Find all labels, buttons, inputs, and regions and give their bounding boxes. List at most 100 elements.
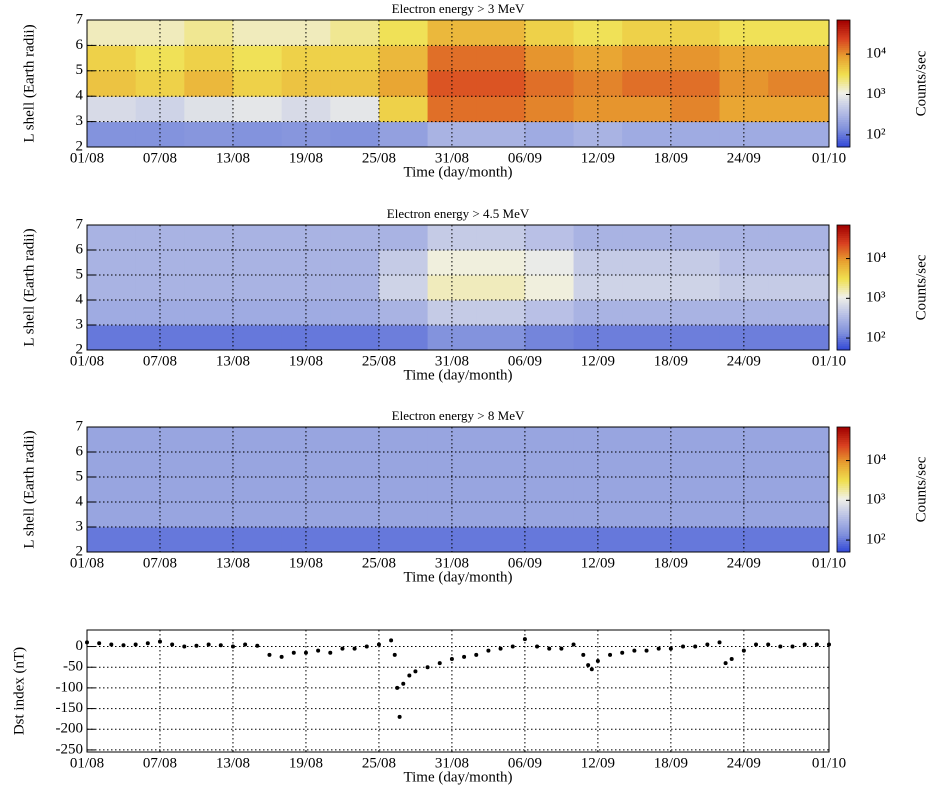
heatmap-cell: [427, 275, 477, 301]
heatmap-cell: [427, 45, 477, 72]
heatmap-cell: [232, 300, 283, 326]
data-point: [547, 646, 552, 651]
colorbar-tick-label: 10²: [866, 329, 886, 345]
colorbar-tick-label: 10⁴: [866, 452, 886, 468]
colorbar-step: [837, 510, 850, 513]
colorbar-step: [837, 287, 850, 291]
colorbar-step: [837, 508, 850, 511]
x-tick-label: 19/08: [289, 755, 323, 771]
heatmap-cell: [622, 477, 672, 503]
heatmap-cell: [719, 45, 769, 72]
x-tick-label: 01/08: [70, 150, 104, 166]
heatmap-cell: [330, 300, 380, 326]
heatmap-cell: [135, 477, 185, 503]
plot-area: [87, 630, 829, 752]
heatmap-cell: [476, 96, 526, 123]
colorbar-step: [837, 104, 850, 108]
colorbar-step: [837, 24, 850, 27]
colorbar-step: [837, 250, 850, 253]
heatmap-cell: [184, 300, 234, 326]
colorbar-step: [837, 20, 850, 23]
heatmap-cell: [768, 275, 830, 301]
data-point: [535, 644, 540, 649]
colorbar-step: [837, 277, 850, 280]
heatmap-cell: [184, 225, 234, 251]
heatmap-cell: [87, 121, 137, 148]
heatmap-cell: [524, 275, 575, 301]
colorbar-step: [837, 121, 850, 125]
heatmap-cell: [378, 325, 429, 351]
heatmap-cell: [622, 20, 672, 46]
colorbar-step: [837, 89, 850, 93]
heatmap-cell: [622, 121, 672, 148]
panel-title: Electron energy > 8 MeV: [392, 408, 525, 423]
x-tick-label: 31/08: [435, 150, 469, 166]
y-tick-label: 6: [76, 443, 84, 459]
colorbar-step: [837, 427, 850, 430]
colorbar-step: [837, 485, 850, 488]
y-tick-label: -150: [56, 700, 84, 716]
heatmap-cell: [378, 300, 429, 326]
x-tick-label: 01/10: [812, 353, 846, 369]
y-tick-label: 2: [76, 138, 84, 154]
x-tick-label: 19/08: [289, 555, 323, 571]
heatmap-cell: [719, 121, 769, 148]
colorbar-step: [837, 252, 850, 255]
colorbar-step: [837, 514, 850, 518]
colorbar-step: [837, 28, 850, 32]
heatmap-cell: [670, 527, 721, 553]
colorbar-step: [837, 439, 850, 443]
y-tick-label: 4: [76, 291, 84, 307]
colorbar-step: [837, 45, 850, 49]
heatmap-cell: [87, 45, 137, 72]
colorbar-step: [837, 343, 850, 347]
colorbar-step: [837, 481, 850, 484]
heatmap-cell: [768, 45, 830, 72]
x-tick-label: 12/09: [581, 555, 615, 571]
colorbar-step: [837, 491, 850, 495]
heatmap-cell: [476, 70, 526, 97]
colorbar-step: [837, 308, 850, 311]
colorbar-step: [837, 512, 850, 515]
heatmap-cell: [622, 225, 672, 251]
colorbar-label: Counts/sec: [913, 50, 929, 116]
y-tick-label: 3: [76, 316, 84, 332]
data-point: [389, 638, 394, 643]
x-tick-label: 31/08: [435, 555, 469, 571]
colorbar-step: [837, 98, 850, 101]
heatmap-cell: [476, 477, 526, 503]
colorbar-step: [837, 235, 850, 238]
colorbar-step: [837, 543, 850, 547]
colorbar-step: [837, 449, 850, 453]
colorbar-step: [837, 531, 850, 534]
colorbar-step: [837, 339, 850, 343]
heatmap-cell: [184, 527, 234, 553]
heatmap-cell: [330, 275, 380, 301]
colorbar-step: [837, 256, 850, 259]
heatmap-cell: [378, 225, 429, 251]
colorbar-step: [837, 293, 850, 297]
heatmap-cell: [524, 452, 575, 478]
heatmap-cell: [476, 502, 526, 528]
x-tick-label: 13/08: [216, 555, 250, 571]
colorbar-step: [837, 258, 850, 261]
x-tick-label: 25/08: [362, 755, 396, 771]
colorbar-step: [837, 87, 850, 91]
heatmap-cell: [670, 275, 721, 301]
data-point: [462, 654, 467, 659]
data-point: [267, 652, 272, 657]
data-point: [401, 681, 406, 686]
heatmap-cell: [476, 45, 526, 72]
x-tick-label: 18/09: [654, 755, 688, 771]
heatmap-cell: [330, 225, 380, 251]
data-point: [340, 646, 345, 651]
colorbar-step: [837, 47, 850, 51]
heatmap-cell: [524, 70, 575, 97]
colorbar-step: [837, 77, 850, 80]
heatmap-cell: [670, 250, 721, 276]
heatmap-cell: [476, 527, 526, 553]
colorbar-step: [837, 72, 850, 76]
colorbar-step: [837, 445, 850, 449]
heatmap-cell: [670, 96, 721, 123]
colorbar-step: [837, 138, 850, 142]
